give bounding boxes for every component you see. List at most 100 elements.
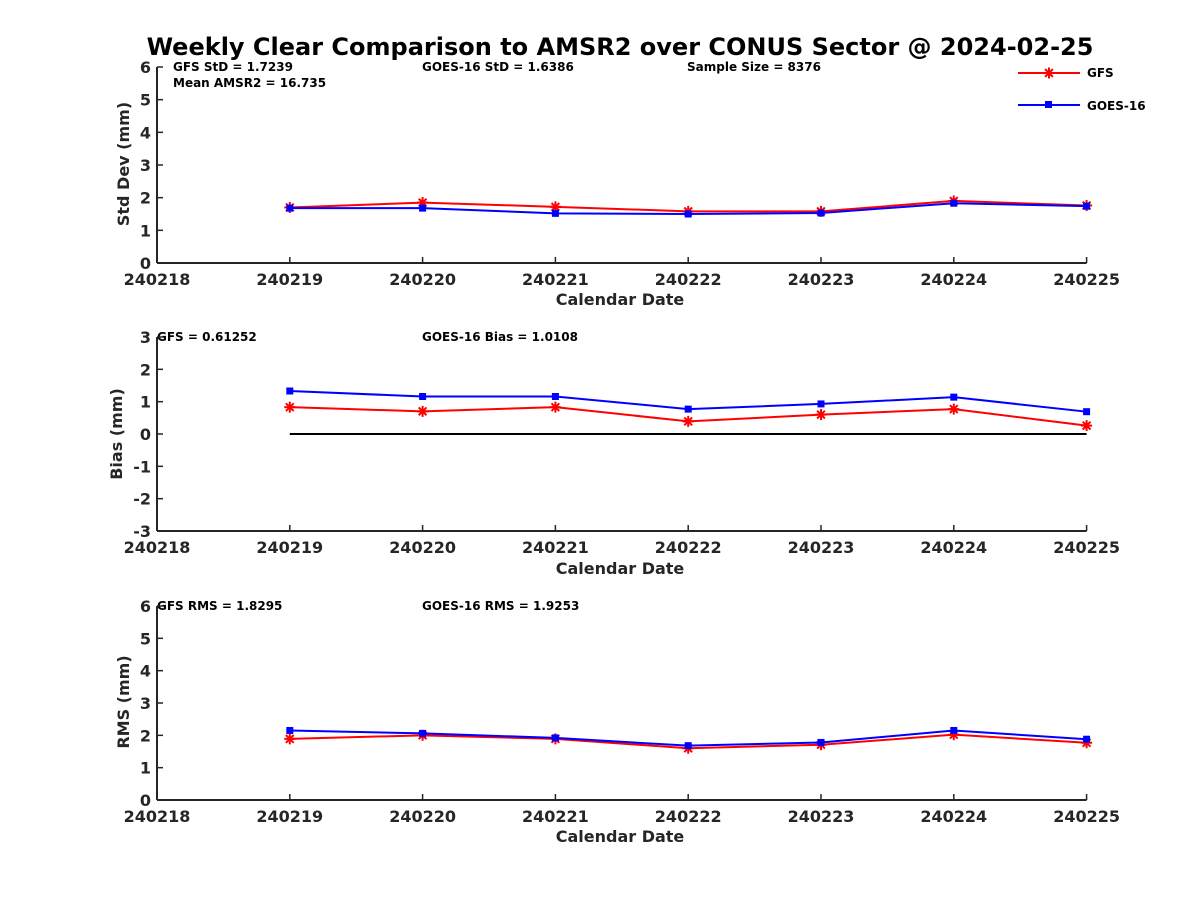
rms-x-tick-label: 240218: [124, 807, 191, 826]
bias-goes-series-point: [950, 393, 958, 401]
bias-gfs-series-point-stroke: [418, 406, 428, 416]
stddev-y-tick-label: 4: [140, 123, 151, 142]
bias-gfs-series-point-stroke: [816, 410, 826, 420]
rms-y-tick-label: 2: [140, 726, 151, 745]
rms-x-tick-label: 240224: [920, 807, 987, 826]
rms-y-tick-label: 4: [140, 662, 151, 681]
bias-x-tick-label: 240225: [1053, 538, 1120, 557]
bias-gfs-series-point: [284, 401, 296, 413]
rms-goes-series-point: [419, 729, 427, 737]
rms-x-tick-label: 240225: [1053, 807, 1120, 826]
stddev-goes-series-point: [1083, 202, 1091, 210]
rms-x-tick-label: 240220: [389, 807, 456, 826]
stddev-x-tick-label: 240225: [1053, 270, 1120, 289]
legend-asterisk-stroke: [1044, 68, 1054, 78]
rms-x-tick-label: 240221: [522, 807, 589, 826]
stddev-goes-series-point: [950, 199, 958, 207]
rms-y-tick-label: 0: [140, 791, 151, 810]
rms-goes-series-point: [286, 726, 294, 734]
stddev-x-tick-label: 240220: [389, 270, 456, 289]
stddev-goes-series-point: [551, 209, 559, 217]
rms-gfs-stat: GFS RMS = 1.8295: [157, 599, 282, 613]
bias-y-tick-label: 2: [140, 360, 151, 379]
bias-gfs-series-point: [948, 403, 960, 415]
stddev-ylabel: Std Dev (mm): [114, 102, 133, 226]
bias-goes-series-point: [1083, 408, 1091, 416]
stddev-goes-series-point: [419, 204, 427, 212]
legend-goes-marker: [1045, 101, 1052, 108]
bias-gfs-series-point-stroke: [949, 404, 959, 414]
rms-y-tick-label: 6: [140, 597, 151, 616]
stddev-goes-stat: GOES-16 StD = 1.6386: [422, 60, 574, 74]
bias-goes-series-point: [817, 400, 825, 408]
stddev-x-tick-label: 240224: [920, 270, 987, 289]
rms-y-tick-label: 1: [140, 759, 151, 778]
bias-gfs-series-point-stroke: [683, 416, 693, 426]
bias-goes-series-point: [419, 392, 427, 400]
bias-gfs-series-point: [549, 401, 561, 413]
rms-goes-series-point: [1083, 735, 1091, 743]
bias-gfs-series-point: [1081, 420, 1093, 432]
bias-ylabel: Bias (mm): [107, 388, 126, 480]
bias-gfs-series-point-stroke: [285, 402, 295, 412]
stddev-xlabel: Calendar Date: [556, 290, 685, 309]
stddev-y-tick-label: 6: [140, 58, 151, 77]
rms-x-tick-label: 240219: [256, 807, 323, 826]
bias-x-tick-label: 240224: [920, 538, 987, 557]
legend-gfs-label: GFS: [1087, 66, 1114, 80]
rms-goes-series-point: [950, 726, 958, 734]
rms-gfs-series-point: [284, 733, 296, 745]
stddev-x-tick-label: 240222: [655, 270, 722, 289]
rms-x-tick-label: 240223: [788, 807, 855, 826]
rms-gfs-series-point-stroke: [285, 734, 295, 744]
bias-y-tick-label: 3: [140, 328, 151, 347]
stddev-x-tick-label: 240223: [788, 270, 855, 289]
rms-goes-series-point: [551, 734, 559, 742]
bias-x-tick-label: 240223: [788, 538, 855, 557]
legend-asterisk: [1043, 67, 1055, 79]
bias-gfs-series-point-stroke: [1082, 420, 1092, 431]
bias-panel: GFS = 0.61252 GOES-16 Bias = 1.0108 Bias…: [107, 328, 1120, 578]
legend-gfs-marker: [1043, 67, 1055, 79]
stddev-goes-series-point: [286, 204, 294, 212]
stddev-goes-series-point: [684, 210, 692, 218]
bias-xlabel: Calendar Date: [556, 559, 685, 578]
stddev-y-tick-label: 0: [140, 254, 151, 273]
stddev-panel: GFS StD = 1.7239 GOES-16 StD = 1.6386 Sa…: [114, 58, 1120, 309]
bias-x-tick-label: 240220: [389, 538, 456, 557]
stddev-y-tick-label: 1: [140, 221, 151, 240]
figure-title: Weekly Clear Comparison to AMSR2 over CO…: [147, 33, 1094, 61]
bias-x-tick-label: 240221: [522, 538, 589, 557]
stddev-x-tick-label: 240219: [256, 270, 323, 289]
bias-gfs-series-point: [815, 409, 827, 421]
bias-x-tick-label: 240222: [655, 538, 722, 557]
rms-goes-series-point: [817, 738, 825, 746]
rms-xlabel: Calendar Date: [556, 827, 685, 846]
bias-y-tick-label: -1: [133, 457, 151, 476]
bias-y-tick-label: 0: [140, 425, 151, 444]
stddev-y-tick-label: 5: [140, 91, 151, 110]
bias-y-tick-label: 1: [140, 393, 151, 412]
bias-goes-series-point: [684, 405, 692, 413]
bias-goes-series-point: [286, 387, 294, 395]
bias-goes-stat: GOES-16 Bias = 1.0108: [422, 330, 578, 344]
rms-panel: GFS RMS = 1.8295 GOES-16 RMS = 1.9253 RM…: [114, 597, 1120, 846]
bias-y-tick-label: -3: [133, 522, 151, 541]
stddev-x-tick-label: 240218: [124, 270, 191, 289]
bias-x-tick-label: 240219: [256, 538, 323, 557]
bias-gfs-series-point: [417, 405, 429, 417]
stddev-x-tick-label: 240221: [522, 270, 589, 289]
legend-goes-label: GOES-16: [1087, 99, 1146, 113]
bias-x-tick-label: 240218: [124, 538, 191, 557]
mean-amsr2-stat: Mean AMSR2 = 16.735: [173, 76, 326, 90]
stddev-y-tick-label: 2: [140, 189, 151, 208]
rms-y-tick-label: 3: [140, 694, 151, 713]
bias-gfs-series-point-stroke: [550, 402, 560, 412]
bias-gfs-series-point: [682, 415, 694, 427]
rms-ylabel: RMS (mm): [114, 655, 133, 748]
rms-goes-stat: GOES-16 RMS = 1.9253: [422, 599, 579, 613]
bias-gfs-stat: GFS = 0.61252: [157, 330, 257, 344]
stddev-y-tick-label: 3: [140, 156, 151, 175]
